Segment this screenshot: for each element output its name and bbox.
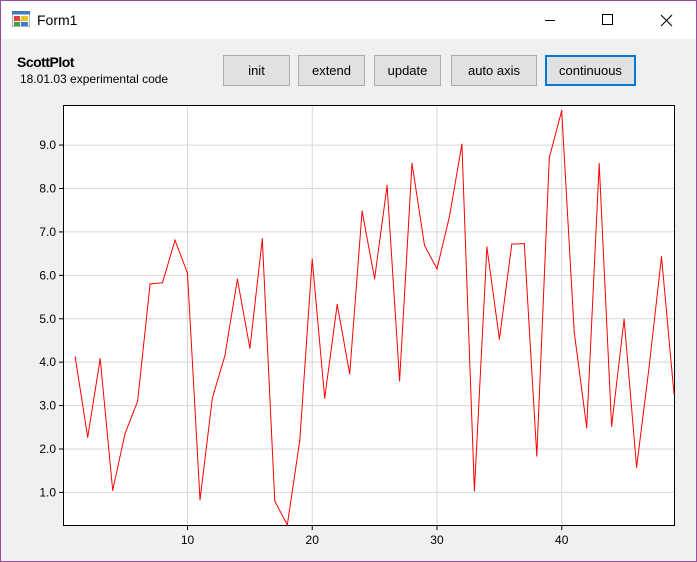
brand-subtitle: 18.01.03 experimental code: [20, 72, 169, 86]
y-tick-label: 9.0: [39, 138, 56, 152]
plot-area[interactable]: [63, 105, 675, 526]
y-tick-label: 3.0: [39, 399, 56, 413]
title-bar[interactable]: Form1: [1, 1, 696, 39]
x-tick-label: 10: [181, 533, 195, 547]
minimize-icon: [545, 20, 555, 21]
y-tick-label: 6.0: [39, 268, 56, 282]
y-tick-label: 4.0: [39, 355, 56, 369]
y-tick-label: 5.0: [39, 312, 56, 326]
maximize-icon: [602, 14, 613, 25]
update-button[interactable]: update: [374, 55, 441, 86]
close-icon: [660, 14, 673, 27]
extend-button[interactable]: extend: [298, 55, 365, 86]
y-axis-ticks: 1.0 2.0 3.0 4.0 5.0 6.0 7.0 8.0 9.0: [39, 138, 64, 499]
x-tick-label: 20: [306, 533, 320, 547]
y-tick-label: 7.0: [39, 225, 56, 239]
brand-title: ScottPlot: [17, 54, 74, 70]
init-button[interactable]: init: [223, 55, 290, 86]
x-tick-label: 30: [430, 533, 444, 547]
window-title: Form1: [37, 12, 78, 28]
auto-axis-button[interactable]: auto axis: [451, 55, 537, 86]
x-axis-ticks: 10 20 30 40: [181, 525, 569, 547]
winforms-app-icon: [12, 11, 30, 27]
y-tick-label: 1.0: [39, 485, 56, 499]
continuous-button[interactable]: continuous: [545, 55, 636, 86]
x-tick-label: 40: [555, 533, 569, 547]
y-tick-label: 2.0: [39, 442, 56, 456]
close-button[interactable]: [643, 1, 689, 39]
y-tick-label: 8.0: [39, 181, 56, 195]
maximize-button[interactable]: [584, 1, 630, 39]
minimize-button[interactable]: [527, 1, 573, 39]
